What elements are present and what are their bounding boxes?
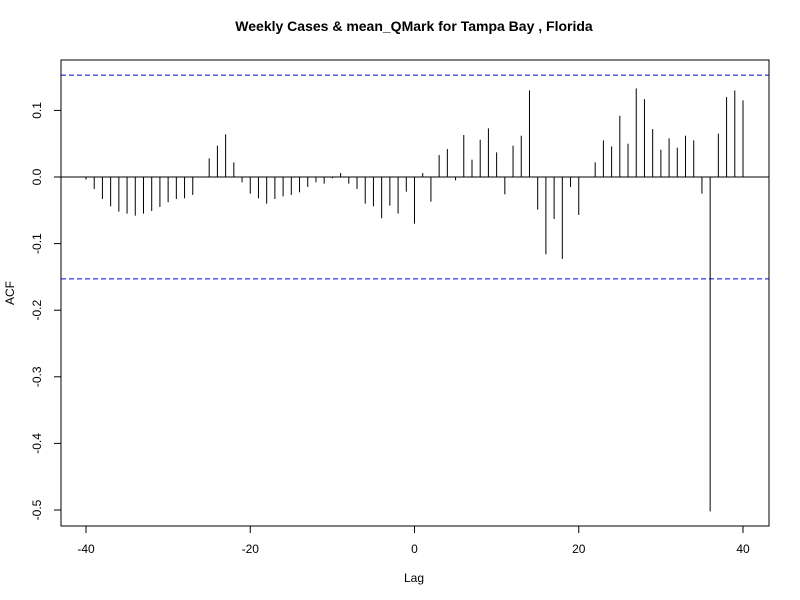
plot-area-frame: [60, 59, 770, 527]
x-tick-label: 20: [572, 542, 586, 556]
x-tick-label: -40: [77, 542, 95, 556]
y-tick-label: -0.5: [30, 499, 44, 520]
acf-bars: [85, 88, 744, 512]
x-tick-label: -20: [242, 542, 260, 556]
y-tick-label: 0.1: [30, 102, 44, 119]
y-tick-label: -0.2: [30, 300, 44, 321]
y-axis: -0.5 -0.4 -0.3 -0.2 -0.1 0.0 0.1: [30, 102, 61, 520]
y-axis-label: ACF: [3, 281, 17, 305]
y-tick-label: -0.1: [30, 233, 44, 254]
y-tick-label: -0.4: [30, 433, 44, 454]
x-axis: -40 -20 0 20 40: [77, 526, 750, 556]
chart-title: Weekly Cases & mean_QMark for Tampa Bay …: [235, 18, 593, 34]
y-tick-label: 0.0: [30, 168, 44, 185]
x-tick-label: 0: [411, 542, 418, 556]
y-tick-label: -0.3: [30, 366, 44, 387]
confidence-bounds: [61, 74, 769, 280]
x-tick-label: 40: [736, 542, 750, 556]
x-axis-label: Lag: [404, 571, 424, 585]
